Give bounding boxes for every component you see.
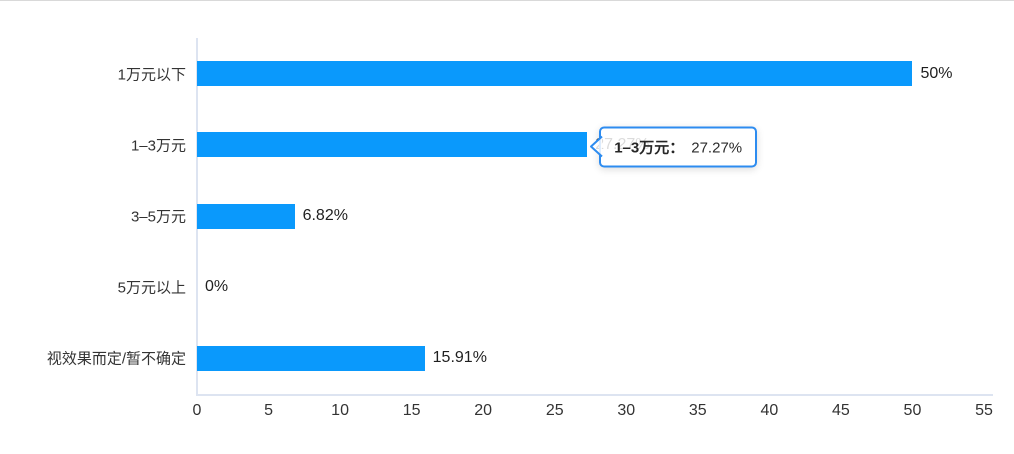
bar[interactable] [197, 61, 913, 87]
bar[interactable] [197, 345, 425, 371]
category-label: 1万元以下 [117, 66, 186, 84]
x-tick-label: 45 [832, 402, 850, 419]
x-tick-label: 30 [617, 402, 636, 419]
value-label: 6.82% [302, 207, 348, 224]
tooltip: 1–3万元： 27.27% [590, 126, 758, 168]
x-axis-line [196, 394, 993, 396]
bar[interactable] [197, 132, 588, 158]
category-label: 视效果而定/暂不确定 [46, 350, 186, 368]
x-tick-label: 40 [760, 402, 779, 419]
x-tick-label: 5 [264, 402, 273, 419]
tooltip-value: 27.27% [691, 139, 743, 157]
x-tick-label: 20 [474, 402, 493, 419]
tooltip-category: 1–3万元 [614, 139, 670, 157]
x-tick-label: 50 [903, 402, 922, 419]
x-tick-label: 0 [192, 402, 202, 419]
value-label: 50% [920, 64, 953, 82]
value-label: 0% [205, 278, 229, 296]
bar[interactable] [197, 203, 295, 229]
tooltip-separator: ： [669, 139, 685, 157]
x-tick-label: 10 [331, 402, 349, 419]
category-label: 1–3万元 [130, 137, 186, 155]
value-label: 15.91% [432, 349, 487, 367]
category-label: 5万元以上 [117, 279, 186, 297]
category-label: 3–5万元 [130, 208, 186, 226]
x-tick-label: 55 [975, 402, 993, 419]
tooltip-arrow-icon [590, 136, 603, 158]
x-tick-label: 15 [402, 402, 421, 419]
top-divider [0, 0, 1014, 1]
x-tick-label: 35 [688, 402, 707, 419]
x-tick-label: 25 [545, 402, 564, 419]
